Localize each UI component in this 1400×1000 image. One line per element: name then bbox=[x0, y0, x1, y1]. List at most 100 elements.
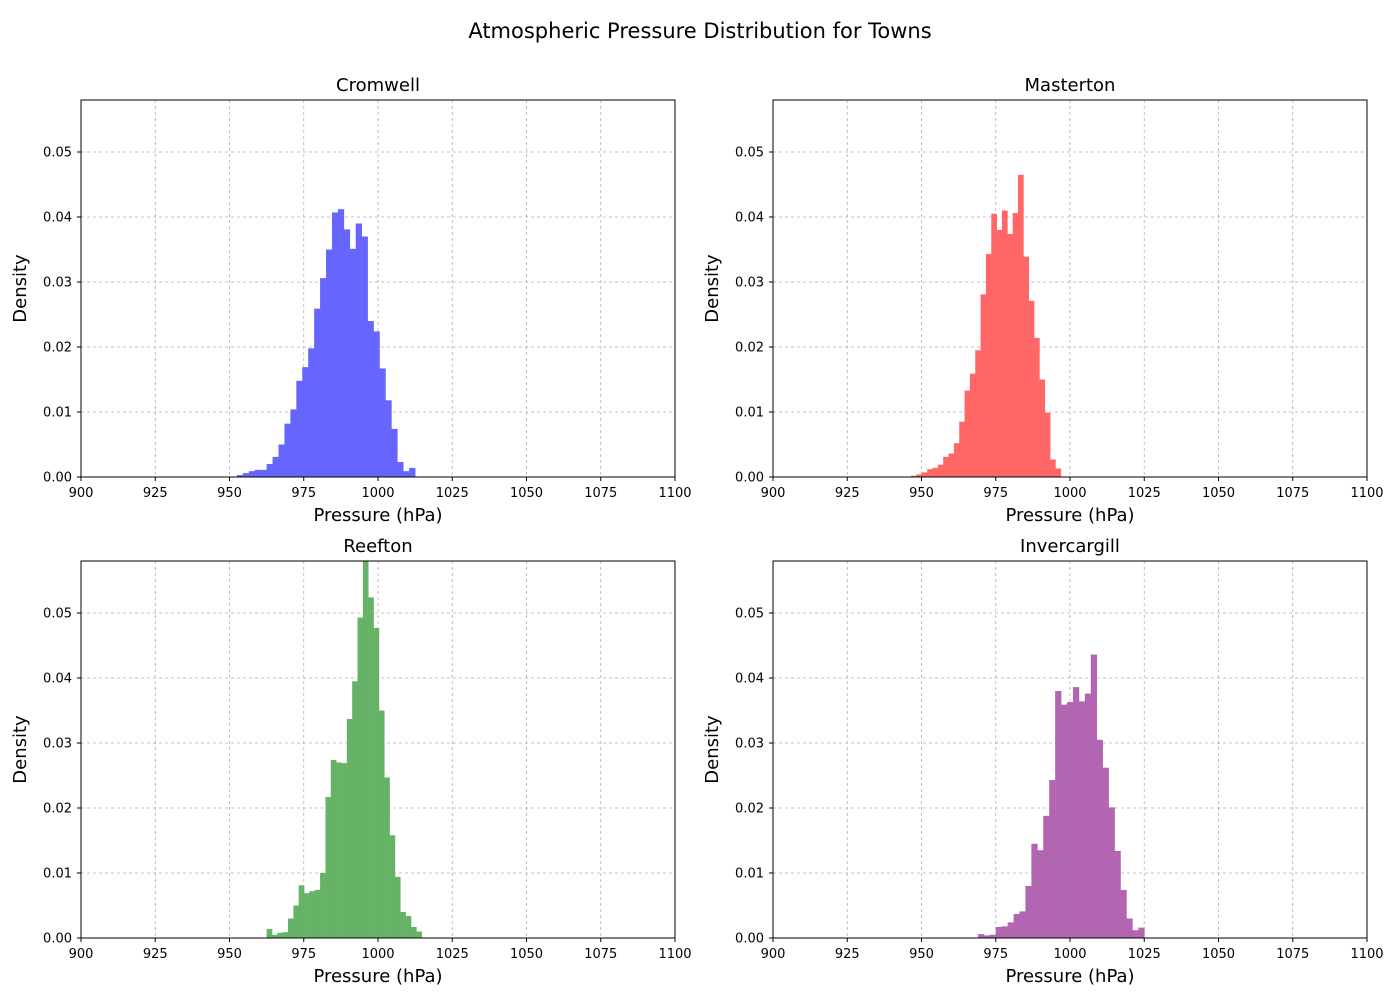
y-tick-label: 0.05 bbox=[735, 607, 764, 622]
histogram-bar bbox=[298, 885, 305, 938]
y-tick-label: 0.04 bbox=[735, 672, 764, 687]
y-tick-label: 0.01 bbox=[43, 406, 72, 421]
histogram-bar bbox=[991, 213, 997, 477]
histogram-bar bbox=[384, 777, 390, 938]
y-tick-label: 0.03 bbox=[43, 276, 72, 291]
histogram-bar bbox=[1018, 174, 1024, 477]
x-tick-label: 950 bbox=[909, 486, 934, 501]
histogram-bar bbox=[1034, 337, 1040, 477]
x-tick-label: 1025 bbox=[1128, 486, 1161, 501]
y-tick-label: 0.03 bbox=[735, 276, 764, 291]
subplot-invercargill: 900 925 950 975 1000 1025 1050 1075 1100 0.00 0.01… bbox=[702, 536, 1384, 987]
histogram-bar bbox=[1090, 654, 1098, 938]
histogram-bar bbox=[983, 935, 991, 938]
x-tick-label: 1025 bbox=[436, 486, 469, 501]
y-tick-label: 0.04 bbox=[43, 211, 72, 226]
histogram-bar bbox=[977, 934, 985, 938]
histogram-bar bbox=[1007, 922, 1014, 938]
histogram-bar bbox=[1037, 850, 1044, 938]
x-tick-label: 1025 bbox=[436, 947, 469, 962]
x-tick-label: 1000 bbox=[1053, 947, 1086, 962]
x-tick-label: 1050 bbox=[510, 486, 543, 501]
histogram-bar bbox=[346, 718, 353, 938]
histogram-bar bbox=[1138, 927, 1145, 938]
histogram-bar bbox=[314, 308, 321, 477]
y-axis-label: Density bbox=[702, 715, 723, 784]
subplot-reefton: 900 925 950 975 1000 1025 1050 1075 1100 0.00 0.01… bbox=[10, 536, 692, 987]
histogram-bar bbox=[995, 926, 1002, 938]
x-tick-label: 900 bbox=[69, 486, 94, 501]
histogram-bar bbox=[320, 278, 327, 477]
histogram-bar bbox=[932, 467, 939, 477]
y-tick-label: 0.01 bbox=[735, 406, 764, 421]
histogram-bar bbox=[325, 796, 332, 938]
histogram-bar bbox=[331, 212, 339, 477]
histogram-bar bbox=[405, 915, 412, 938]
x-tick-label: 925 bbox=[143, 947, 168, 962]
histogram-bar bbox=[1102, 767, 1109, 938]
x-tick-label: 950 bbox=[909, 947, 934, 962]
histogram-bar bbox=[1049, 780, 1056, 938]
histogram-bar bbox=[378, 710, 385, 938]
histogram-bar bbox=[1084, 693, 1092, 938]
y-axis-label: Density bbox=[10, 254, 31, 323]
histogram-bar bbox=[1028, 300, 1035, 477]
histogram-bar bbox=[1096, 739, 1103, 938]
x-tick-label: 1100 bbox=[658, 486, 691, 501]
histogram-bar bbox=[326, 249, 333, 477]
x-tick-label: 1100 bbox=[1350, 486, 1383, 501]
histogram-bar bbox=[409, 467, 416, 477]
histogram-bar bbox=[1023, 256, 1030, 477]
histogram-bar bbox=[1007, 233, 1013, 477]
y-tick-label: 0.05 bbox=[43, 146, 72, 161]
x-tick-label: 1050 bbox=[1202, 486, 1235, 501]
x-tick-label: 1100 bbox=[1350, 947, 1383, 962]
histogram-bar bbox=[916, 474, 923, 477]
histogram-bar bbox=[343, 229, 351, 477]
x-tick-label: 1050 bbox=[510, 947, 543, 962]
histogram-bar bbox=[330, 759, 337, 938]
x-tick-label: 900 bbox=[761, 947, 786, 962]
x-tick-label: 950 bbox=[217, 947, 242, 962]
histogram-bar bbox=[1108, 807, 1115, 938]
grid bbox=[772, 100, 1368, 478]
x-tick-label: 1075 bbox=[1276, 486, 1309, 501]
histogram-bar bbox=[996, 230, 1003, 477]
histogram-bar bbox=[308, 348, 315, 477]
subplot-title: Reefton bbox=[343, 536, 412, 557]
histogram-bar bbox=[1001, 210, 1008, 477]
histogram-bar bbox=[1067, 702, 1074, 938]
y-tick-label: 0.04 bbox=[735, 211, 764, 226]
histogram-bar bbox=[361, 236, 368, 477]
y-tick-label: 0.00 bbox=[735, 471, 764, 486]
x-axis-label: Pressure (hPa) bbox=[1005, 505, 1134, 526]
histogram-bars bbox=[911, 174, 1062, 477]
histogram-bar bbox=[937, 464, 944, 477]
histogram-bar bbox=[416, 931, 422, 938]
x-tick-label: 1100 bbox=[658, 947, 691, 962]
histogram-bar bbox=[260, 469, 267, 477]
x-tick-label: 950 bbox=[217, 486, 242, 501]
histogram-bar bbox=[943, 456, 949, 477]
histogram-bar bbox=[293, 905, 300, 938]
histogram-bar bbox=[1031, 843, 1038, 938]
x-tick-label: 1000 bbox=[361, 947, 394, 962]
histogram-bar bbox=[985, 254, 992, 477]
y-tick-label: 0.00 bbox=[43, 932, 72, 947]
histogram-bar bbox=[290, 409, 297, 477]
histogram-bar bbox=[969, 373, 976, 477]
histogram-bar bbox=[403, 471, 410, 477]
x-tick-label: 1075 bbox=[584, 486, 617, 501]
y-tick-label: 0.00 bbox=[735, 932, 764, 947]
x-tick-label: 975 bbox=[291, 947, 316, 962]
histogram-bar bbox=[254, 469, 261, 477]
histogram-bars bbox=[236, 209, 416, 477]
x-axis-label: Pressure (hPa) bbox=[313, 966, 442, 987]
histogram-bar bbox=[320, 873, 326, 938]
histogram-bar bbox=[266, 464, 273, 477]
histogram-bar bbox=[389, 835, 396, 938]
histogram-bar bbox=[394, 876, 401, 938]
histogram-bar bbox=[373, 627, 380, 938]
histogram-bar bbox=[397, 462, 404, 477]
histogram-bar bbox=[1055, 691, 1062, 938]
